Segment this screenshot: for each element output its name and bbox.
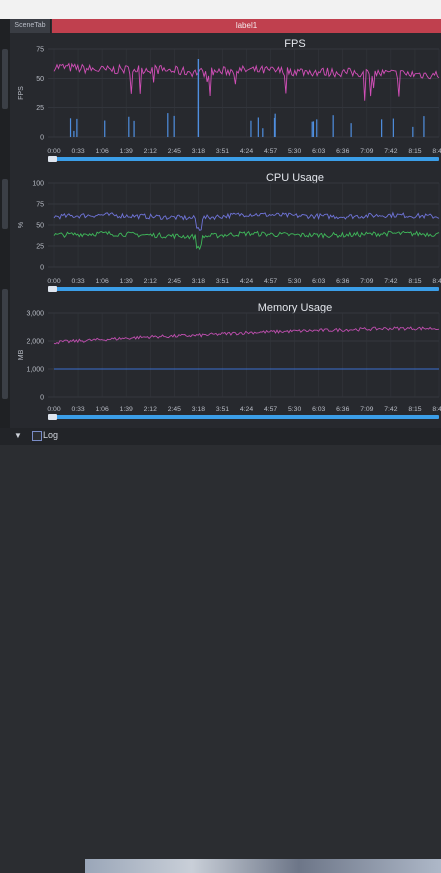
mem-ytick-label: 1,000 (26, 367, 44, 374)
fps-xtick-label: 2:45 (168, 148, 181, 155)
scroll-segment[interactable] (2, 289, 8, 399)
fps-xtick-label: 3:51 (216, 148, 229, 155)
mem-xtick-label: 1:06 (96, 406, 109, 413)
cpu-xtick-label: 7:09 (360, 278, 373, 285)
cpu-range-scrollbar (48, 287, 439, 291)
cpu-xtick-label: 3:51 (216, 278, 229, 285)
cpu-ytick-label: 100 (32, 181, 44, 188)
fps-xtick-label: 7:42 (384, 148, 397, 155)
mem-xtick-label: 8:48 (432, 406, 441, 413)
mem-range-handle (48, 414, 57, 420)
mem-xtick-label: 7:09 (360, 406, 373, 413)
fps-xtick-label: 0:33 (71, 148, 84, 155)
mem-xtick-label: 6:36 (336, 406, 349, 413)
fps-range-handle (48, 156, 57, 162)
fps-xtick-label: 4:24 (240, 148, 253, 155)
cpu-xtick-label: 6:03 (312, 278, 325, 285)
scroll-segment[interactable] (2, 49, 8, 109)
cpu-xtick-label: 0:33 (71, 278, 84, 285)
cpu-series-0-line (53, 211, 440, 231)
fps-ytick-label: 25 (36, 105, 44, 112)
fps-xtick-label: 8:15 (408, 148, 421, 155)
fps-ytick-label: 50 (36, 76, 44, 83)
tab-scenetab[interactable]: SceneTab (10, 19, 51, 33)
fps-xtick-label: 6:03 (312, 148, 325, 155)
fps-xtick-label: 3:18 (192, 148, 205, 155)
fps-xtick-label: 8:48 (432, 148, 441, 155)
mem-ylabel: MB (18, 349, 25, 360)
charts-svg: FPS FPS 0 25 50 75 0:00 0:33 1:06 1:39 2:12 2:45 3:1… (18, 38, 441, 420)
cpu-xtick-label: 4:24 (240, 278, 253, 285)
mem-range-scrollbar (48, 415, 439, 419)
charts-panel: FPS FPS 0 25 50 75 0:00 0:33 1:06 1:39 2:12 2:45 3:1… (10, 33, 441, 428)
fps-series-0-line (53, 62, 440, 101)
fps-xtick-label: 7:09 (360, 148, 373, 155)
mem-xtick-label: 8:15 (408, 406, 421, 413)
background-photo-strip (85, 859, 441, 873)
cpu-ytick-label: 0 (40, 265, 44, 272)
cpu-series-1-line (53, 230, 440, 251)
cpu-xtick-label: 0:00 (47, 278, 60, 285)
mem-xtick-label: 2:45 (168, 406, 181, 413)
mem-xtick-label: 0:00 (47, 406, 60, 413)
cpu-xtick-label: 4:57 (264, 278, 277, 285)
mem-xtick-label: 6:03 (312, 406, 325, 413)
fps-xtick-label: 6:36 (336, 148, 349, 155)
mem-ytick-label: 0 (40, 395, 44, 402)
cpu-xtick-label: 2:12 (144, 278, 157, 285)
mem-xtick-label: 7:42 (384, 406, 397, 413)
mem-xtick-label: 3:51 (216, 406, 229, 413)
fps-range-scrollbar (48, 157, 439, 161)
cpu-ytick-label: 25 (36, 244, 44, 251)
cpu-xtick-label: 8:15 (408, 278, 421, 285)
cpu-xtick-label: 7:42 (384, 278, 397, 285)
mem-xtick-label: 2:12 (144, 406, 157, 413)
mem-xtick-label: 5:30 (288, 406, 301, 413)
mem-xtick-label: 4:24 (240, 406, 253, 413)
fps-ylabel: FPS (18, 86, 25, 100)
cpu-xtick-label: 6:36 (336, 278, 349, 285)
cpu-ytick-label: 50 (36, 223, 44, 230)
mem-xtick-label: 0:33 (71, 406, 84, 413)
cpu-ytick-label: 75 (36, 202, 44, 209)
cpu-ylabel: % (18, 222, 25, 228)
cpu-xtick-label: 3:18 (192, 278, 205, 285)
fps-xtick-label: 2:12 (144, 148, 157, 155)
mem-title: Memory Usage (258, 302, 333, 314)
scroll-segment[interactable] (2, 179, 8, 229)
header-label: label1 (52, 19, 441, 33)
cpu-xtick-label: 8:48 (432, 278, 441, 285)
mem-xtick-label: 1:39 (120, 406, 133, 413)
cpu-range-handle (48, 286, 57, 292)
fps-xtick-label: 1:06 (96, 148, 109, 155)
fps-xtick-label: 4:57 (264, 148, 277, 155)
mem-series-0-line (53, 326, 440, 345)
left-toolbar (0, 19, 10, 445)
cpu-xtick-label: 5:30 (288, 278, 301, 285)
cpu-title: CPU Usage (266, 172, 324, 184)
fps-xtick-label: 1:39 (120, 148, 133, 155)
mem-ytick-label: 3,000 (26, 311, 44, 318)
fps-xtick-label: 5:30 (288, 148, 301, 155)
log-label: Log (43, 430, 59, 440)
fps-title: FPS (284, 38, 305, 50)
mem-xtick-label: 4:57 (264, 406, 277, 413)
mem-xtick-label: 3:18 (192, 406, 205, 413)
fps-ytick-label: 75 (36, 47, 44, 54)
bottom-bar: ▼ Log (0, 428, 441, 873)
fps-xtick-label: 0:00 (47, 148, 60, 155)
top-strip (0, 0, 441, 19)
cpu-xtick-label: 2:45 (168, 278, 181, 285)
log-checkbox[interactable] (32, 431, 42, 441)
fps-ytick-label: 0 (40, 135, 44, 142)
cpu-xtick-label: 1:06 (96, 278, 109, 285)
dropdown-arrow-icon[interactable]: ▼ (14, 431, 22, 440)
mem-ytick-label: 2,000 (26, 339, 44, 346)
cpu-xtick-label: 1:39 (120, 278, 133, 285)
